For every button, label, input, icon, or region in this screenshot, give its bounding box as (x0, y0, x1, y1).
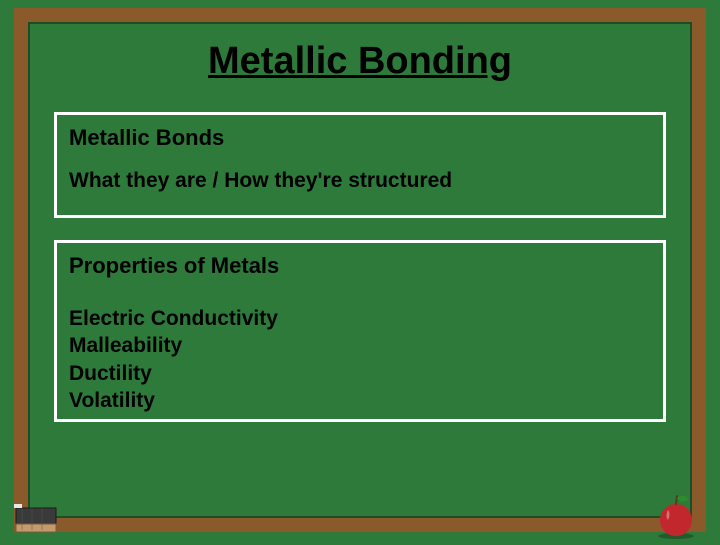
box2-heading: Properties of Metals (69, 253, 651, 279)
box1-subheading: What they are / How they're structured (69, 169, 651, 193)
box-properties: Properties of Metals Electric Conductivi… (54, 240, 666, 422)
chalkboard-eraser-icon (12, 490, 72, 540)
list-item: Malleability (69, 332, 651, 359)
list-item: Volatility (69, 387, 651, 414)
slide-title: Metallic Bonding (28, 40, 692, 83)
list-item: Ductility (69, 360, 651, 387)
box-metallic-bonds: Metallic Bonds What they are / How they'… (54, 112, 666, 218)
box1-heading: Metallic Bonds (69, 125, 651, 151)
apple-icon (646, 490, 706, 540)
list-item: Electric Conductivity (69, 305, 651, 332)
properties-list: Electric Conductivity Malleability Ducti… (69, 305, 651, 414)
chalkboard-frame: Metallic Bonding Metallic Bonds What the… (14, 8, 706, 532)
